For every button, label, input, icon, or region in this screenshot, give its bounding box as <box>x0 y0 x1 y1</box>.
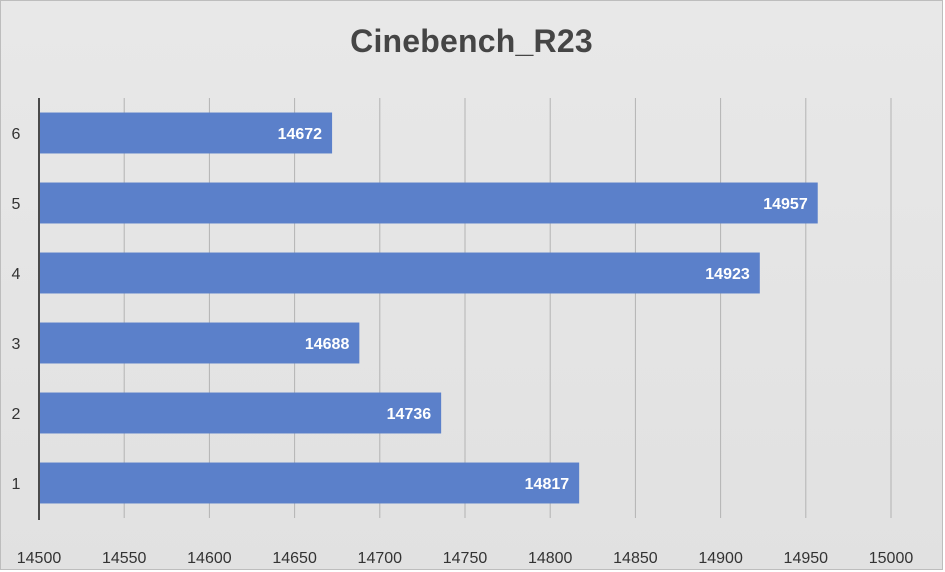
y-tick-label-1: 1 <box>12 476 21 493</box>
x-tick-label-14600: 14600 <box>187 550 232 567</box>
bar-label-6: 14672 <box>278 126 323 143</box>
bar-5 <box>39 182 818 224</box>
x-tick-label-14700: 14700 <box>358 550 403 567</box>
x-tick-label-14850: 14850 <box>613 550 658 567</box>
bar-label-2: 14736 <box>387 406 432 423</box>
bar-label-5: 14957 <box>763 196 808 213</box>
x-tick-label-14550: 14550 <box>102 550 147 567</box>
bar-1 <box>39 462 580 504</box>
bar-label-1: 14817 <box>525 476 570 493</box>
y-tick-label-5: 5 <box>12 196 21 213</box>
y-tick-label-4: 4 <box>12 266 21 283</box>
x-tick-label-14500: 14500 <box>17 550 62 567</box>
bar-3 <box>39 322 360 364</box>
x-tick-label-15000: 15000 <box>869 550 914 567</box>
x-tick-label-14800: 14800 <box>528 550 573 567</box>
bar-6 <box>39 112 333 154</box>
y-tick-label-3: 3 <box>12 336 21 353</box>
bar-label-4: 14923 <box>705 266 750 283</box>
chart-title: Cinebench_R23 <box>350 23 593 59</box>
x-tick-label-14900: 14900 <box>698 550 743 567</box>
bar-2 <box>39 392 442 434</box>
x-tick-label-14750: 14750 <box>443 550 488 567</box>
y-tick-label-2: 2 <box>12 406 21 423</box>
x-tick-label-14950: 14950 <box>784 550 829 567</box>
bar-4 <box>39 252 760 294</box>
y-tick-label-6: 6 <box>12 126 21 143</box>
bar-label-3: 14688 <box>305 336 350 353</box>
x-tick-label-14650: 14650 <box>272 550 317 567</box>
